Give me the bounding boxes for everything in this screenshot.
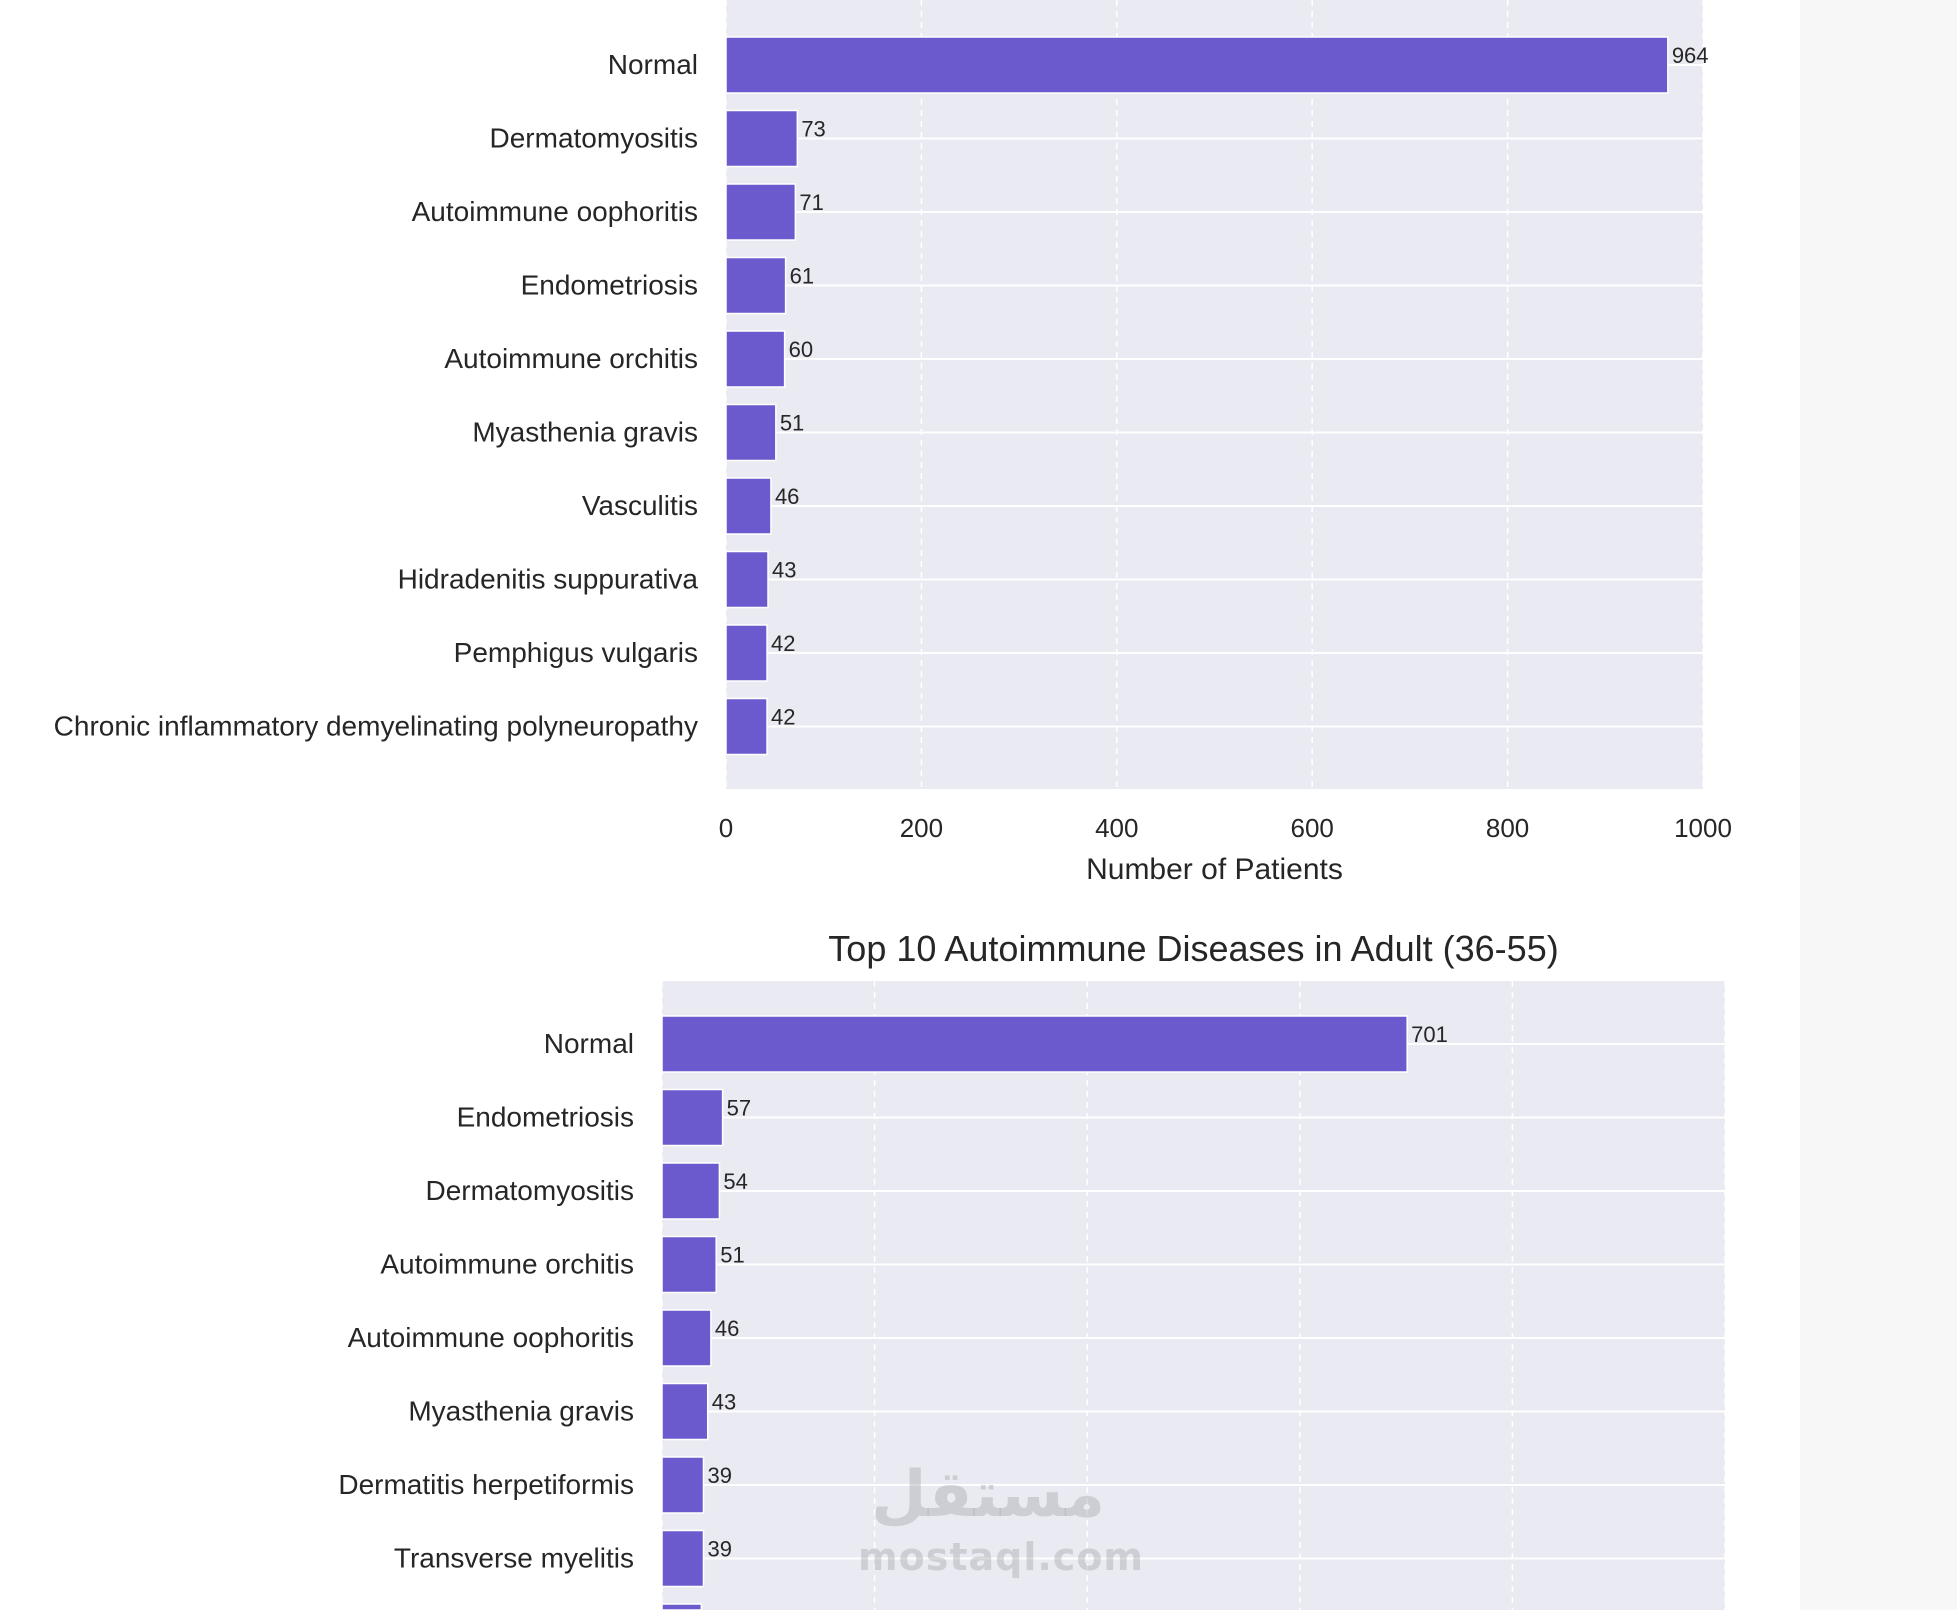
bar bbox=[725, 183, 797, 241]
value-label: 46 bbox=[775, 484, 799, 509]
category-label: Vasculitis bbox=[582, 490, 698, 521]
category-label: Normal bbox=[608, 49, 698, 80]
chart-title: Top 10 Autoimmune Diseases in Adult (36-… bbox=[828, 928, 1558, 969]
value-label: 43 bbox=[712, 1390, 736, 1415]
value-label: 964 bbox=[1672, 43, 1709, 68]
bar bbox=[661, 1309, 712, 1367]
bar bbox=[725, 109, 799, 168]
bar bbox=[661, 1162, 721, 1220]
category-label: Dermatomyositis bbox=[490, 123, 698, 154]
chart-top-diseases-young: Normal 964 Dermatomyositis 73 Autoimmune oop… bbox=[54, 0, 1732, 886]
value-label: 42 bbox=[771, 705, 795, 730]
value-label: 39 bbox=[707, 1463, 731, 1488]
value-label: 73 bbox=[801, 117, 825, 142]
category-label: Dermatitis herpetiformis bbox=[338, 1469, 634, 1500]
category-label: Pemphigus vulgaris bbox=[454, 637, 698, 668]
plot-area bbox=[726, 0, 1703, 789]
category-label: Myasthenia gravis bbox=[408, 1396, 634, 1427]
category-label: Autoimmune orchitis bbox=[444, 343, 698, 374]
value-label: 54 bbox=[723, 1169, 747, 1194]
bar bbox=[661, 1235, 717, 1294]
category-label: Dermatomyositis bbox=[426, 1175, 634, 1206]
value-label: 39 bbox=[707, 1537, 731, 1562]
plot-area bbox=[662, 981, 1725, 1610]
value-label: 61 bbox=[790, 264, 814, 289]
x-tick-label: 400 bbox=[1095, 813, 1138, 843]
value-label: 57 bbox=[727, 1096, 751, 1121]
category-label: Normal bbox=[544, 1028, 634, 1059]
bar bbox=[661, 1015, 1408, 1073]
bar bbox=[725, 624, 768, 682]
x-tick-label: 200 bbox=[900, 813, 943, 843]
bar bbox=[725, 697, 768, 756]
x-tick-label: 800 bbox=[1486, 813, 1529, 843]
category-label: Endometriosis bbox=[457, 1102, 634, 1133]
x-tick-label: 600 bbox=[1291, 813, 1334, 843]
category-label: Chronic inflammatory demyelinating polyn… bbox=[54, 711, 698, 742]
bar bbox=[725, 403, 777, 462]
value-label: 60 bbox=[789, 337, 813, 362]
x-axis-label: Number of Patients bbox=[1086, 853, 1343, 886]
value-label: 46 bbox=[715, 1316, 739, 1341]
bar bbox=[661, 1456, 705, 1514]
value-label: 51 bbox=[720, 1243, 744, 1268]
value-label: 51 bbox=[780, 411, 804, 436]
category-label: Transverse myelitis bbox=[394, 1543, 634, 1574]
bar bbox=[725, 256, 787, 315]
category-label: Endometriosis bbox=[521, 270, 698, 301]
x-tick-label: 1000 bbox=[1674, 813, 1732, 843]
page-side-panel bbox=[1800, 0, 1957, 1610]
bar bbox=[725, 36, 1669, 94]
bar bbox=[725, 550, 769, 609]
value-label: 42 bbox=[771, 631, 795, 656]
category-label: Hidradenitis suppurativa bbox=[398, 564, 699, 595]
value-label: 43 bbox=[772, 558, 796, 583]
bar bbox=[661, 1529, 705, 1588]
value-label: 71 bbox=[799, 190, 823, 215]
category-label: Myasthenia gravis bbox=[472, 417, 698, 448]
bar bbox=[725, 330, 786, 388]
bar bbox=[661, 1382, 709, 1441]
value-label: 701 bbox=[1411, 1022, 1448, 1047]
category-label: Autoimmune oophoritis bbox=[348, 1322, 634, 1353]
category-label: Autoimmune oophoritis bbox=[412, 196, 698, 227]
x-tick-label: 0 bbox=[719, 813, 733, 843]
bar bbox=[661, 1088, 724, 1147]
category-label: Autoimmune orchitis bbox=[380, 1249, 634, 1280]
chart-top-diseases-adult: Normal 701 Endometriosis 57 Dermatomyositis 5… bbox=[338, 928, 1726, 1610]
bar bbox=[661, 1603, 703, 1610]
bar bbox=[725, 477, 772, 535]
